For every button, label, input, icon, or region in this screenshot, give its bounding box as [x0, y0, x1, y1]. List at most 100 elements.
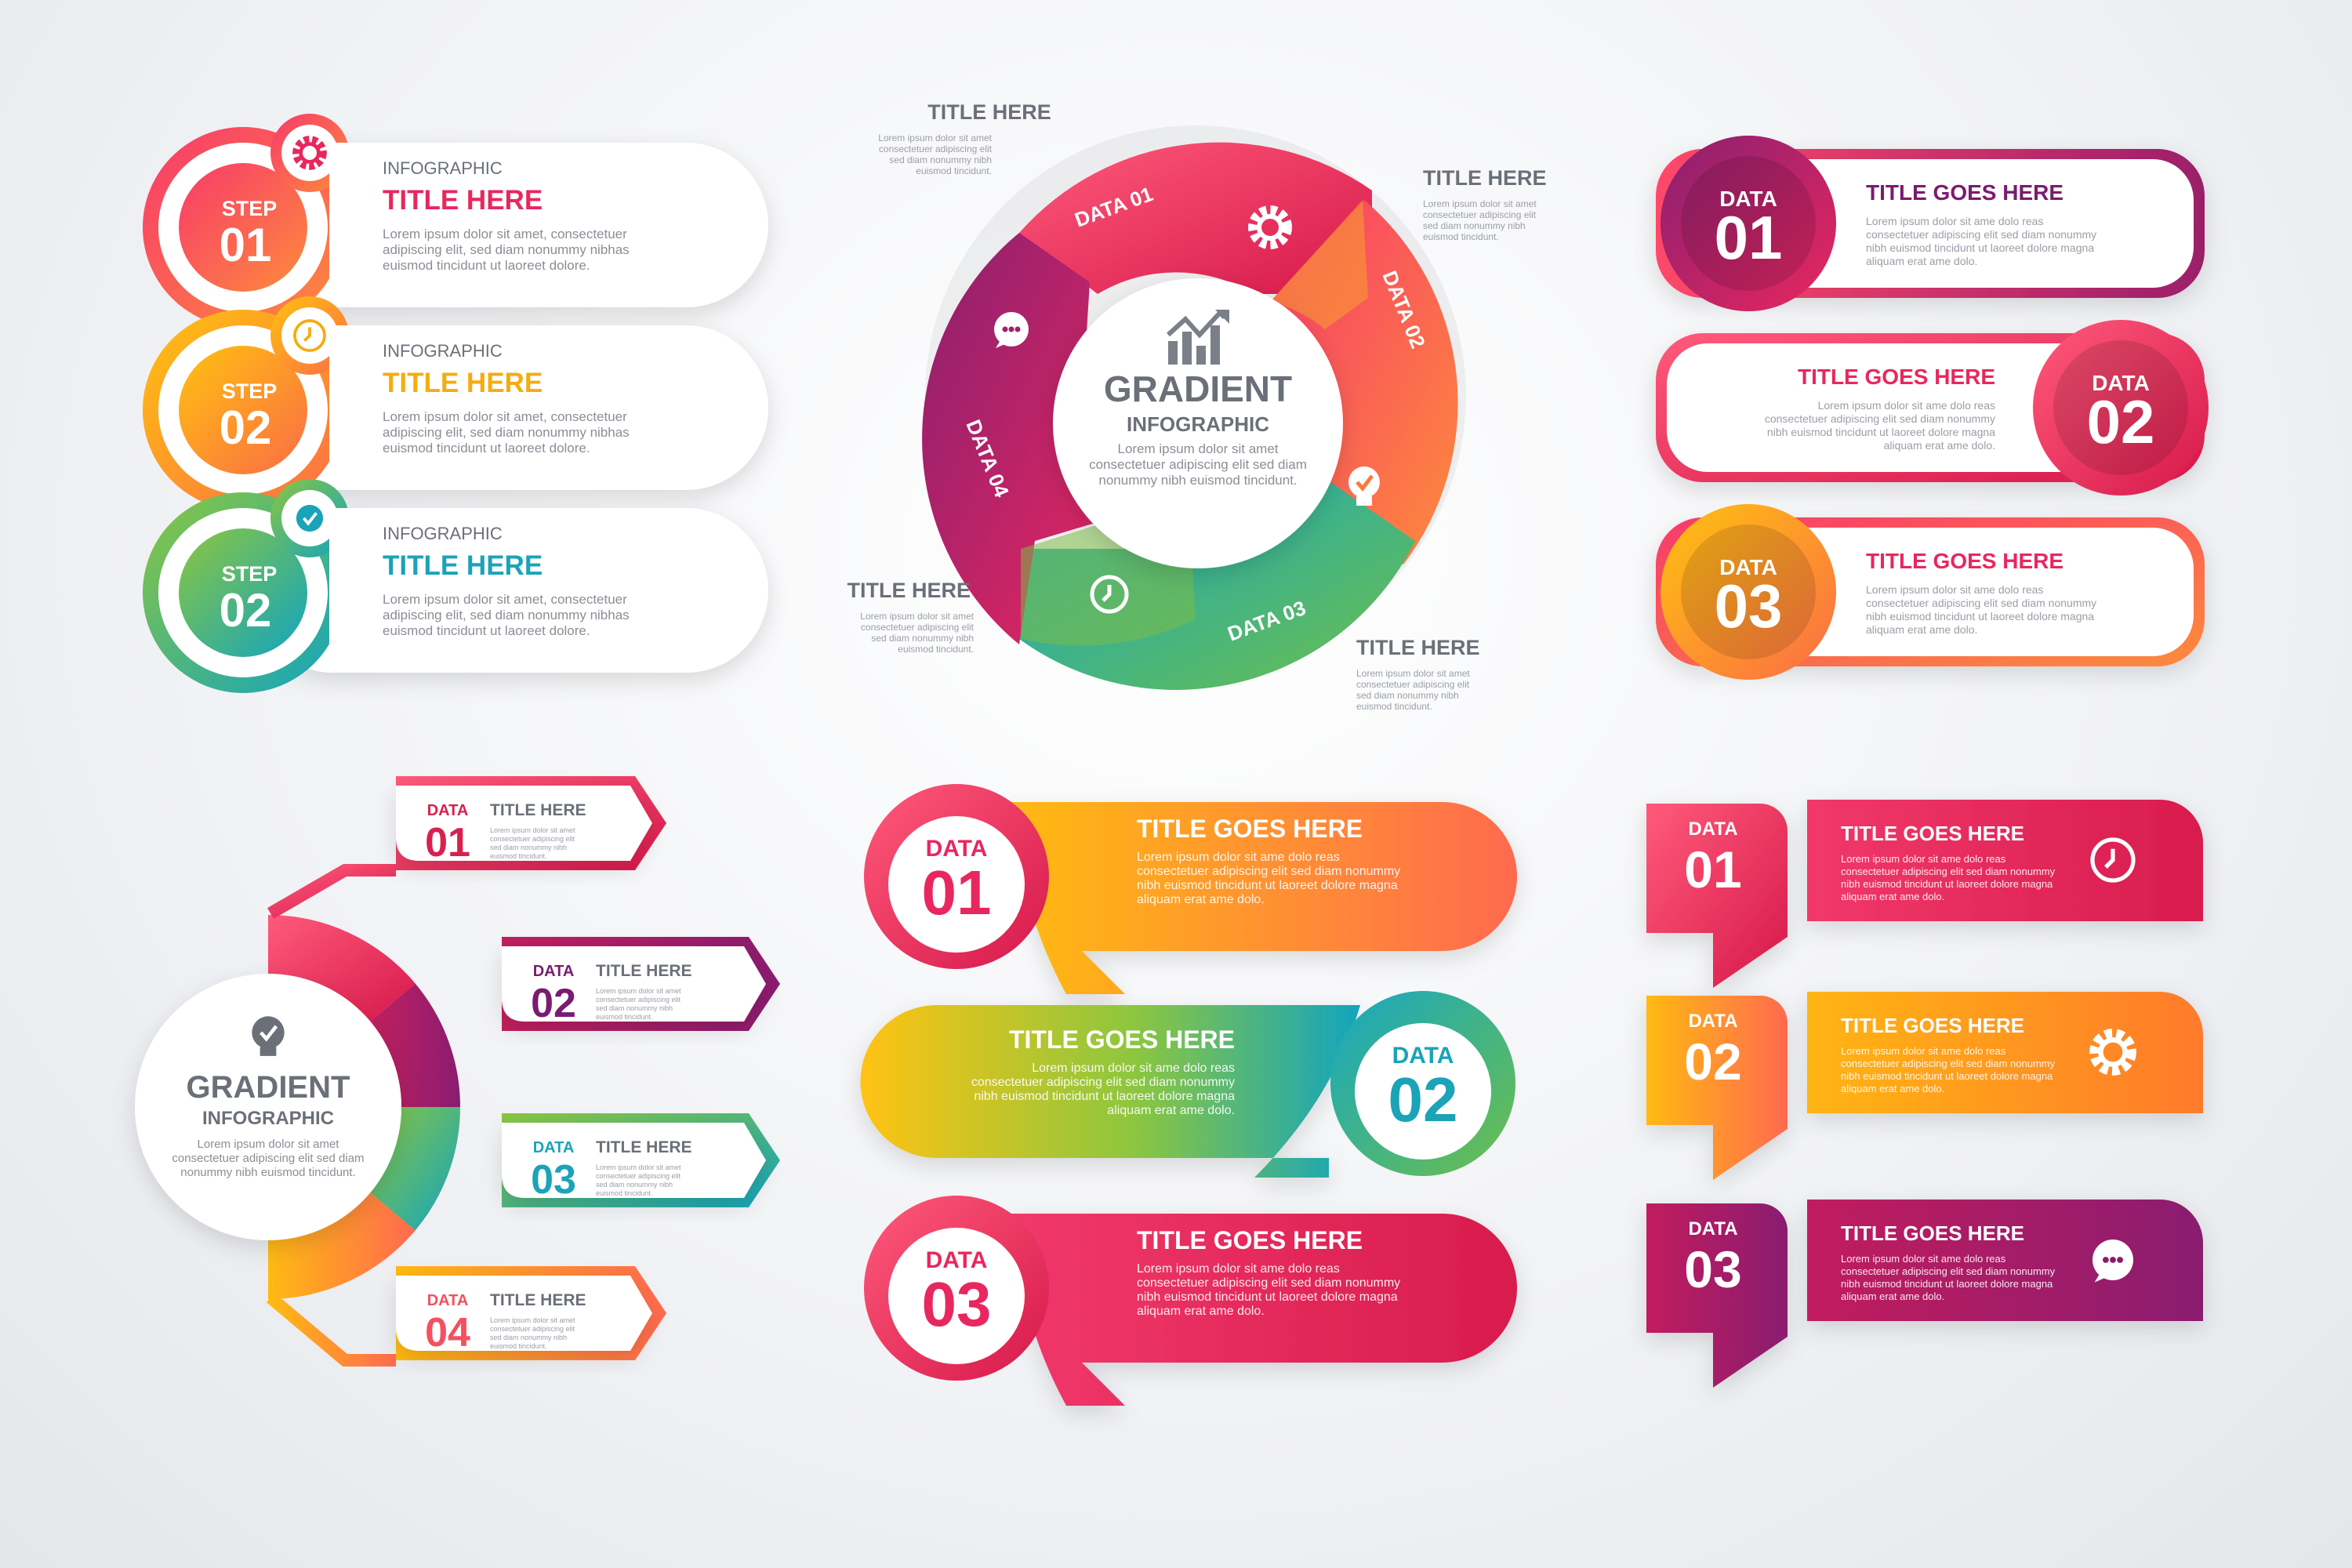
step-title: TITLE HERE	[383, 368, 543, 398]
step-body-line: euismod tincidunt ut laoreet dolore.	[383, 623, 590, 638]
cycle-title: GRADIENT	[1104, 368, 1292, 409]
branch-body-line: sed diam nonummy nibh	[596, 1181, 673, 1189]
branch-label: DATA	[533, 963, 575, 980]
branch-title-text: TITLE HERE	[596, 1138, 692, 1156]
callout-title: TITLE HERE	[1423, 166, 1547, 190]
wave-body-line: consectetuer adipiscing elit sed diam no…	[971, 1076, 1235, 1089]
badge-body-line: Lorem ipsum dolor sit ame dolo reas	[1866, 583, 2043, 596]
branch-ring-segment	[370, 983, 460, 1107]
gear-icon	[2089, 1029, 2136, 1076]
callout-body-line: consectetuer adipiscing elit	[861, 622, 975, 633]
branch-body-line: consectetuer adipiscing elit	[490, 1325, 575, 1333]
callout-title: TITLE HERE	[927, 100, 1051, 124]
step-core	[179, 528, 307, 657]
badge-body-line: Lorem ipsum dolor sit ame dolo reas	[1866, 215, 2043, 227]
wave-body-line: consectetuer adipiscing elit sed diam no…	[1137, 865, 1400, 878]
wave-number: 03	[922, 1269, 992, 1339]
badge-label: DATA	[1719, 555, 1777, 579]
branch-title: GRADIENT	[187, 1070, 350, 1105]
badge-number: 03	[1715, 572, 1783, 641]
badge-title: TITLE GOES HERE	[1866, 549, 2063, 573]
step-core	[179, 346, 307, 474]
cycle-body-line: nonummy nibh euismod tincidunt.	[1098, 473, 1297, 488]
flag-label: DATA	[1688, 1011, 1737, 1032]
flag-body-line: nibh euismod tincidunt ut laoreet dolore…	[1841, 878, 2053, 890]
flag-body-line: nibh euismod tincidunt ut laoreet dolore…	[1841, 1070, 2053, 1082]
callout-title: TITLE HERE	[1356, 636, 1480, 659]
branch-label: DATA	[533, 1139, 575, 1156]
flag-number: 02	[1684, 1033, 1741, 1091]
branch-center-disc	[135, 974, 401, 1240]
callout-body-line: Lorem ipsum dolor sit amet	[1356, 668, 1470, 679]
badge-body-line: consectetuer adipiscing elit sed diam no…	[1866, 597, 2096, 609]
step-pill	[251, 325, 768, 490]
flag-title: TITLE GOES HERE	[1841, 822, 2024, 845]
flag-body-line: consectetuer adipiscing elit sed diam no…	[1841, 1265, 2056, 1277]
badge-circle	[1661, 504, 1836, 680]
step-pill	[251, 143, 768, 307]
flag-body-line: consectetuer adipiscing elit sed diam no…	[1841, 1058, 2056, 1069]
branch-body-line: Lorem ipsum dolor sit amet	[198, 1138, 340, 1151]
cycle-body-line: consectetuer adipiscing elit sed diam	[1089, 457, 1307, 472]
badge-body-line: consectetuer adipiscing elit sed diam no…	[1866, 228, 2096, 241]
wave-body-line: nibh euismod tincidunt ut laoreet dolore…	[1137, 1290, 1398, 1304]
badge-label: DATA	[1719, 187, 1777, 211]
branch-body-line: sed diam nonummy nibh	[490, 1334, 567, 1341]
badge-title: TITLE GOES HERE	[1798, 365, 1995, 389]
branch-body-line: Lorem ipsum dolor sit amet	[596, 987, 681, 995]
flag-tag	[1646, 1203, 1788, 1388]
badge-circle	[2033, 320, 2209, 495]
branch-number: 01	[425, 820, 470, 866]
flag-body-line: consectetuer adipiscing elit sed diam no…	[1841, 866, 2056, 877]
flag-label: DATA	[1688, 818, 1737, 840]
branch-body-line: euismod tincidunt.	[596, 1189, 653, 1197]
callout-body-line: sed diam nonummy nibh	[871, 633, 974, 644]
branch-body-line: euismod tincidunt.	[490, 852, 547, 860]
flag-bar	[1807, 992, 2203, 1113]
step-body: Lorem ipsum dolor sit amet, consectetuer…	[383, 227, 630, 273]
cycle-callout: TITLE HERE Lorem ipsum dolor sit ametcons…	[1356, 636, 1480, 712]
flag-body-line: aliquam erat ame dolo.	[1841, 1083, 1944, 1094]
callout-body-line: euismod tincidunt.	[916, 165, 992, 176]
cycle-callouts: TITLE HERE Lorem ipsum dolor sit amet cons…	[847, 100, 1546, 712]
callout-body-line: sed diam nonummy nibh	[1356, 690, 1459, 701]
flag-body-line: Lorem ipsum dolor sit ame dolo reas	[1841, 1253, 2006, 1265]
step-number: 02	[220, 584, 272, 637]
callout-body-line: Lorem ipsum dolor sit amet	[1423, 198, 1537, 209]
step-core	[179, 163, 307, 292]
step-caption: INFOGRAPHIC	[383, 524, 503, 543]
wave-body-line: aliquam erat ame dolo.	[1107, 1104, 1235, 1117]
cycle-diagram: GRADIENT INFOGRAPHIC Lorem ipsum dolor s…	[847, 100, 1546, 712]
clock-icon	[293, 319, 326, 352]
step-label: STEP	[222, 197, 278, 220]
badge-body-line: aliquam erat ame dolo.	[1866, 623, 1977, 636]
step-body-line: adipiscing elit, sed diam nonummy nibhas	[383, 242, 630, 257]
wave-number: 02	[1388, 1065, 1458, 1134]
segment-data-01	[1019, 142, 1372, 294]
step-label: STEP	[222, 379, 278, 403]
chart-icon	[1166, 309, 1229, 365]
flag-title: TITLE GOES HERE	[1841, 1221, 2024, 1245]
flag-title: TITLE GOES HERE	[1841, 1014, 2024, 1037]
wave-label: DATA	[926, 1247, 988, 1273]
callout-body-line: sed diam nonummy nibh	[1423, 220, 1526, 231]
cycle-callout: TITLE HERE Lorem ipsum dolor sit ametcons…	[847, 579, 974, 655]
